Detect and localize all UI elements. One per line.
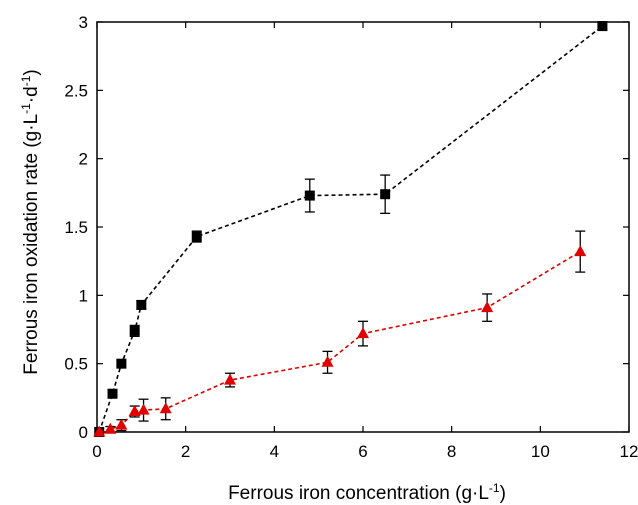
data-point-triangle	[137, 403, 150, 415]
x-tick-label: 10	[531, 442, 550, 461]
data-point-triangle	[93, 425, 106, 437]
x-axis-title-sup: -1	[489, 481, 500, 495]
x-tick-label: 0	[92, 442, 101, 461]
data-point-triangle	[321, 355, 334, 367]
tick-labels: 0 2 4 6 8 10 12 0 0.5 1 1.5 2 2.5 3	[64, 13, 638, 461]
series-2	[93, 230, 587, 437]
y-tick-label: 1	[79, 286, 88, 305]
x-tick-label: 12	[620, 442, 638, 461]
plot-frame	[96, 21, 630, 433]
y-tick-label: 2.5	[64, 81, 88, 100]
x-tick-label: 4	[270, 442, 279, 461]
data-point-square	[380, 189, 391, 200]
series-layer	[93, 21, 608, 437]
y-tick-label: 0	[79, 423, 88, 442]
x-tick-label: 2	[181, 442, 190, 461]
y-tick-label: 1.5	[64, 218, 88, 237]
y-axis-title-sup2: -1	[19, 75, 33, 86]
data-point-triangle	[128, 405, 141, 416]
y-tick-label: 0.5	[64, 355, 88, 374]
x-tick-label: 8	[447, 442, 456, 461]
y-tick-label: 2	[79, 150, 88, 169]
data-point-square	[191, 231, 202, 242]
series-line	[99, 250, 581, 433]
x-axis-title: Ferrous iron concentration (g·L-1)	[228, 481, 506, 504]
data-point-square	[116, 358, 127, 369]
data-point-triangle	[159, 402, 172, 414]
data-point-square	[304, 190, 315, 201]
data-point-triangle	[357, 327, 369, 339]
series-line	[98, 25, 603, 433]
data-point-triangle	[104, 422, 117, 434]
y-axis-title: Ferrous iron oxidation rate (g·L-1·d-1)	[19, 69, 42, 374]
data-point-triangle	[224, 373, 236, 385]
y-axis-title-sup1: -1	[19, 103, 33, 114]
plot-border	[96, 21, 630, 433]
data-point-square	[597, 21, 608, 32]
data-point-triangle	[115, 418, 128, 430]
tick-marks	[96, 21, 630, 433]
data-point-square	[107, 388, 118, 399]
data-point-square	[136, 299, 147, 310]
data-point-square	[129, 325, 140, 336]
series-1	[94, 21, 608, 437]
x-tick-label: 6	[358, 442, 367, 461]
data-point-triangle	[574, 245, 587, 257]
y-tick-label: 3	[79, 13, 88, 32]
data-point-triangle	[481, 301, 494, 313]
